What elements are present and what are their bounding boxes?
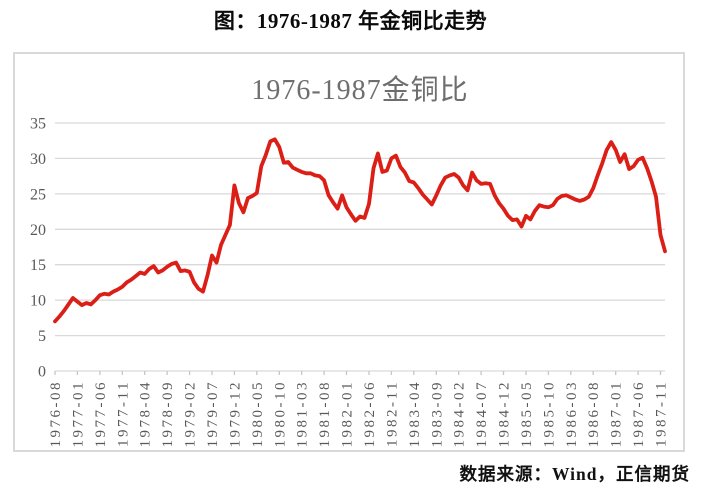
y-tick-label: 0 [38, 364, 46, 381]
y-tick-label: 30 [30, 151, 46, 168]
source-note: 数据来源：Wind，正信期货 [459, 464, 690, 484]
x-tick-label: 1982-06 [362, 380, 378, 448]
x-tick-label: 1986-08 [586, 380, 602, 448]
x-tick-label: 1986-03 [564, 380, 580, 448]
x-tick-label: 1981-03 [295, 380, 311, 448]
x-tick-label: 1987-06 [631, 380, 647, 448]
x-tick-label: 1977-11 [115, 380, 131, 447]
y-tick-label: 15 [30, 257, 46, 274]
x-tick-label: 1985-10 [541, 380, 557, 448]
x-tick-label: 1977-01 [70, 380, 86, 448]
y-tick-label: 35 [30, 116, 46, 133]
page-title: 图：1976-1987 年金铜比走势 [213, 9, 488, 33]
x-tick-label: 1984-02 [452, 380, 468, 448]
y-tick-label: 20 [30, 222, 46, 239]
y-tick-label: 10 [30, 293, 46, 310]
x-tick-label: 1984-12 [497, 380, 513, 448]
x-tick-label: 1980-05 [250, 380, 266, 448]
x-tick-label: 1983-04 [407, 380, 423, 448]
x-tick-label: 1982-01 [340, 380, 356, 448]
x-tick-label: 1985-05 [519, 380, 535, 448]
x-tick-label: 1976-08 [48, 380, 64, 448]
x-tick-label: 1979-12 [227, 380, 243, 448]
y-tick-label: 25 [30, 186, 46, 203]
chart-title: 1976-1987金铜比 [251, 75, 469, 106]
y-tick-label: 5 [38, 328, 46, 345]
x-tick-label: 1982-11 [384, 380, 400, 447]
series-line [53, 137, 667, 324]
x-tick-label: 1987-11 [654, 380, 670, 447]
x-tick-label: 1981-08 [317, 380, 333, 448]
x-tick-label: 1977-06 [93, 380, 109, 448]
chart-frame: 1976-1987金铜比 0 5 10 15 20 25 30 35 1976-08 1977-0… [13, 52, 685, 452]
x-tick-label: 1980-10 [272, 380, 288, 448]
x-tick-label: 1979-07 [205, 380, 221, 448]
x-tick-label: 1978-09 [160, 380, 176, 448]
line-chart: 0 5 10 15 20 25 30 35 1976-08 1977-01 1977-06 1977-… [30, 116, 670, 448]
x-tick-label: 1983-09 [429, 380, 445, 448]
x-tick-label: 1978-04 [138, 380, 154, 448]
x-tick-label: 1984-07 [474, 380, 490, 448]
x-tick-label: 1987-01 [609, 380, 625, 448]
x-tick-label: 1979-02 [183, 380, 199, 448]
